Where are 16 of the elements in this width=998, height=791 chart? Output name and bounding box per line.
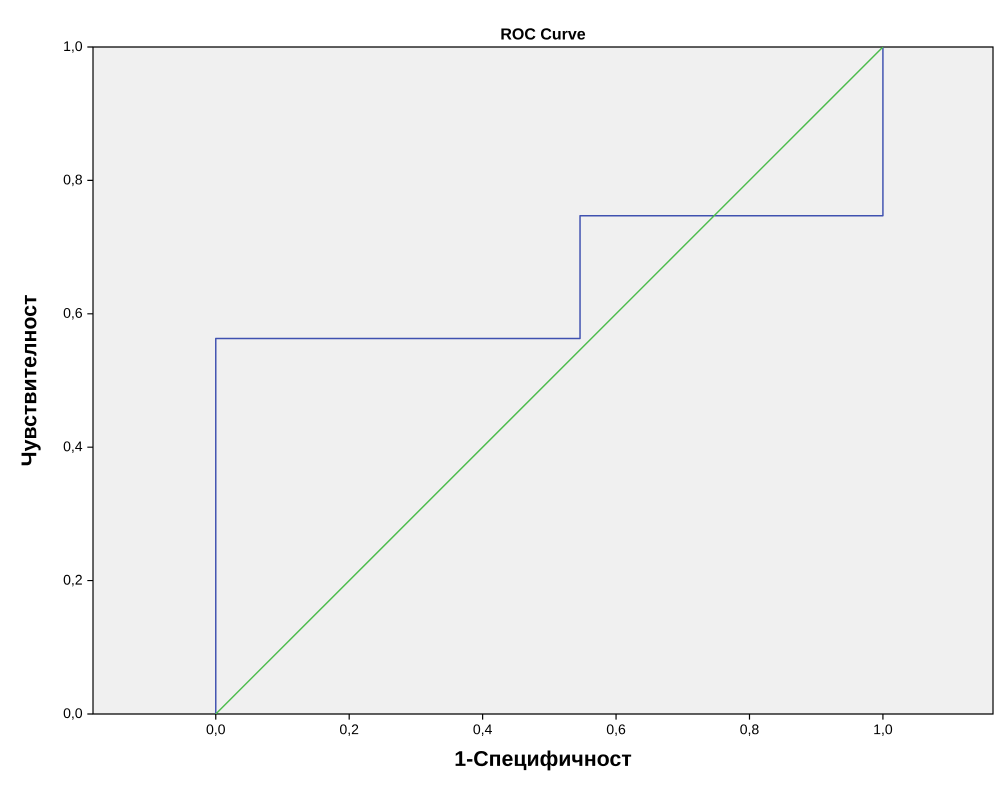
y-tick-label: 0,4 <box>64 441 82 453</box>
y-axis-title: Чувствителност <box>22 295 41 466</box>
x-tick-label: 0,8 <box>740 724 759 736</box>
y-tick-label: 1,0 <box>64 41 82 53</box>
y-tick-label: 0,0 <box>64 708 82 720</box>
y-tick-label: 0,6 <box>64 308 82 320</box>
x-tick-label: 1,0 <box>874 724 892 736</box>
x-tick-label: 0,6 <box>606 724 626 736</box>
x-tick-label: 0,4 <box>473 724 492 736</box>
x-tick-label: 0,2 <box>340 724 358 736</box>
x-tick-label: 0,0 <box>206 724 225 736</box>
y-tick-label: 0,8 <box>64 174 82 186</box>
line-series <box>215 46 884 714</box>
chart-title: ROC Curve <box>501 28 586 40</box>
x-axis-title: 1-Специфичност <box>456 750 632 770</box>
y-tick-label: 0,2 <box>64 574 82 586</box>
